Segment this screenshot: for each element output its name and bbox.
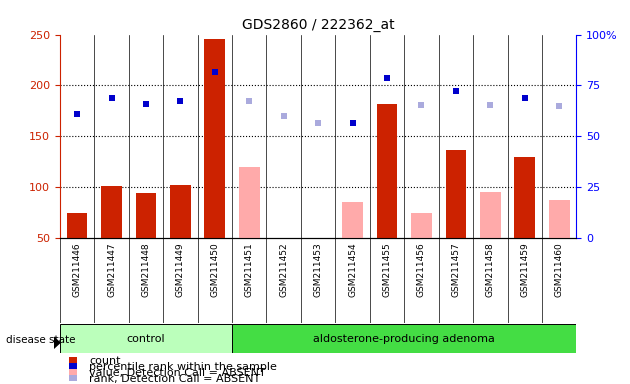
Bar [377, 104, 398, 238]
Text: aldosterone-producing adenoma: aldosterone-producing adenoma [313, 334, 495, 344]
Bar [239, 167, 260, 238]
Text: GSM211448: GSM211448 [142, 242, 151, 297]
Text: GSM211453: GSM211453 [314, 242, 323, 297]
Text: GSM211450: GSM211450 [210, 242, 219, 297]
Bar [411, 213, 432, 238]
Bar [67, 213, 88, 238]
Text: GSM211457: GSM211457 [452, 242, 461, 297]
Bar [60, 324, 232, 353]
Text: GSM211454: GSM211454 [348, 242, 357, 297]
Bar [101, 186, 122, 238]
Text: GSM211446: GSM211446 [72, 242, 81, 297]
Bar [205, 39, 225, 238]
Text: GSM211458: GSM211458 [486, 242, 495, 297]
Bar [515, 157, 535, 238]
Text: GSM211460: GSM211460 [555, 242, 564, 297]
Bar [232, 324, 576, 353]
Text: GSM211455: GSM211455 [382, 242, 391, 297]
Bar [308, 238, 328, 271]
Text: value, Detection Call = ABSENT: value, Detection Call = ABSENT [89, 368, 266, 378]
Text: GSM211459: GSM211459 [520, 242, 529, 297]
Text: percentile rank within the sample: percentile rank within the sample [89, 362, 277, 372]
Text: rank, Detection Call = ABSENT: rank, Detection Call = ABSENT [89, 374, 261, 384]
Text: disease state: disease state [6, 335, 76, 345]
Title: GDS2860 / 222362_at: GDS2860 / 222362_at [242, 18, 394, 32]
Text: count: count [89, 356, 121, 366]
Bar [135, 193, 156, 238]
Text: GSM211452: GSM211452 [279, 242, 288, 297]
Polygon shape [54, 337, 60, 349]
Text: GSM211449: GSM211449 [176, 242, 185, 297]
Bar [170, 185, 191, 238]
Bar [342, 202, 363, 238]
Bar [273, 238, 294, 269]
Bar [480, 192, 501, 238]
Text: GSM211447: GSM211447 [107, 242, 116, 297]
Text: control: control [127, 334, 165, 344]
Text: GSM211456: GSM211456 [417, 242, 426, 297]
Bar [549, 200, 570, 238]
Bar [445, 149, 466, 238]
Text: GSM211451: GSM211451 [245, 242, 254, 297]
